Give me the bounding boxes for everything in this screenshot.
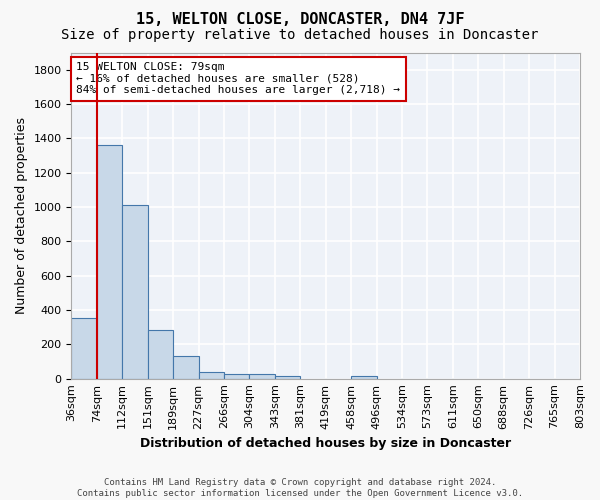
- Bar: [224, 374, 250, 378]
- Bar: [250, 374, 275, 378]
- Y-axis label: Number of detached properties: Number of detached properties: [15, 117, 28, 314]
- Bar: [173, 356, 199, 378]
- Bar: [199, 372, 224, 378]
- Text: Size of property relative to detached houses in Doncaster: Size of property relative to detached ho…: [61, 28, 539, 42]
- Bar: [71, 318, 97, 378]
- Bar: [148, 330, 173, 378]
- Text: 15, WELTON CLOSE, DONCASTER, DN4 7JF: 15, WELTON CLOSE, DONCASTER, DN4 7JF: [136, 12, 464, 28]
- Bar: [351, 376, 377, 378]
- Text: 15 WELTON CLOSE: 79sqm
← 16% of detached houses are smaller (528)
84% of semi-de: 15 WELTON CLOSE: 79sqm ← 16% of detached…: [76, 62, 400, 96]
- Bar: [122, 206, 148, 378]
- Text: Contains HM Land Registry data © Crown copyright and database right 2024.
Contai: Contains HM Land Registry data © Crown c…: [77, 478, 523, 498]
- Bar: [275, 376, 300, 378]
- Bar: [97, 145, 122, 378]
- X-axis label: Distribution of detached houses by size in Doncaster: Distribution of detached houses by size …: [140, 437, 511, 450]
